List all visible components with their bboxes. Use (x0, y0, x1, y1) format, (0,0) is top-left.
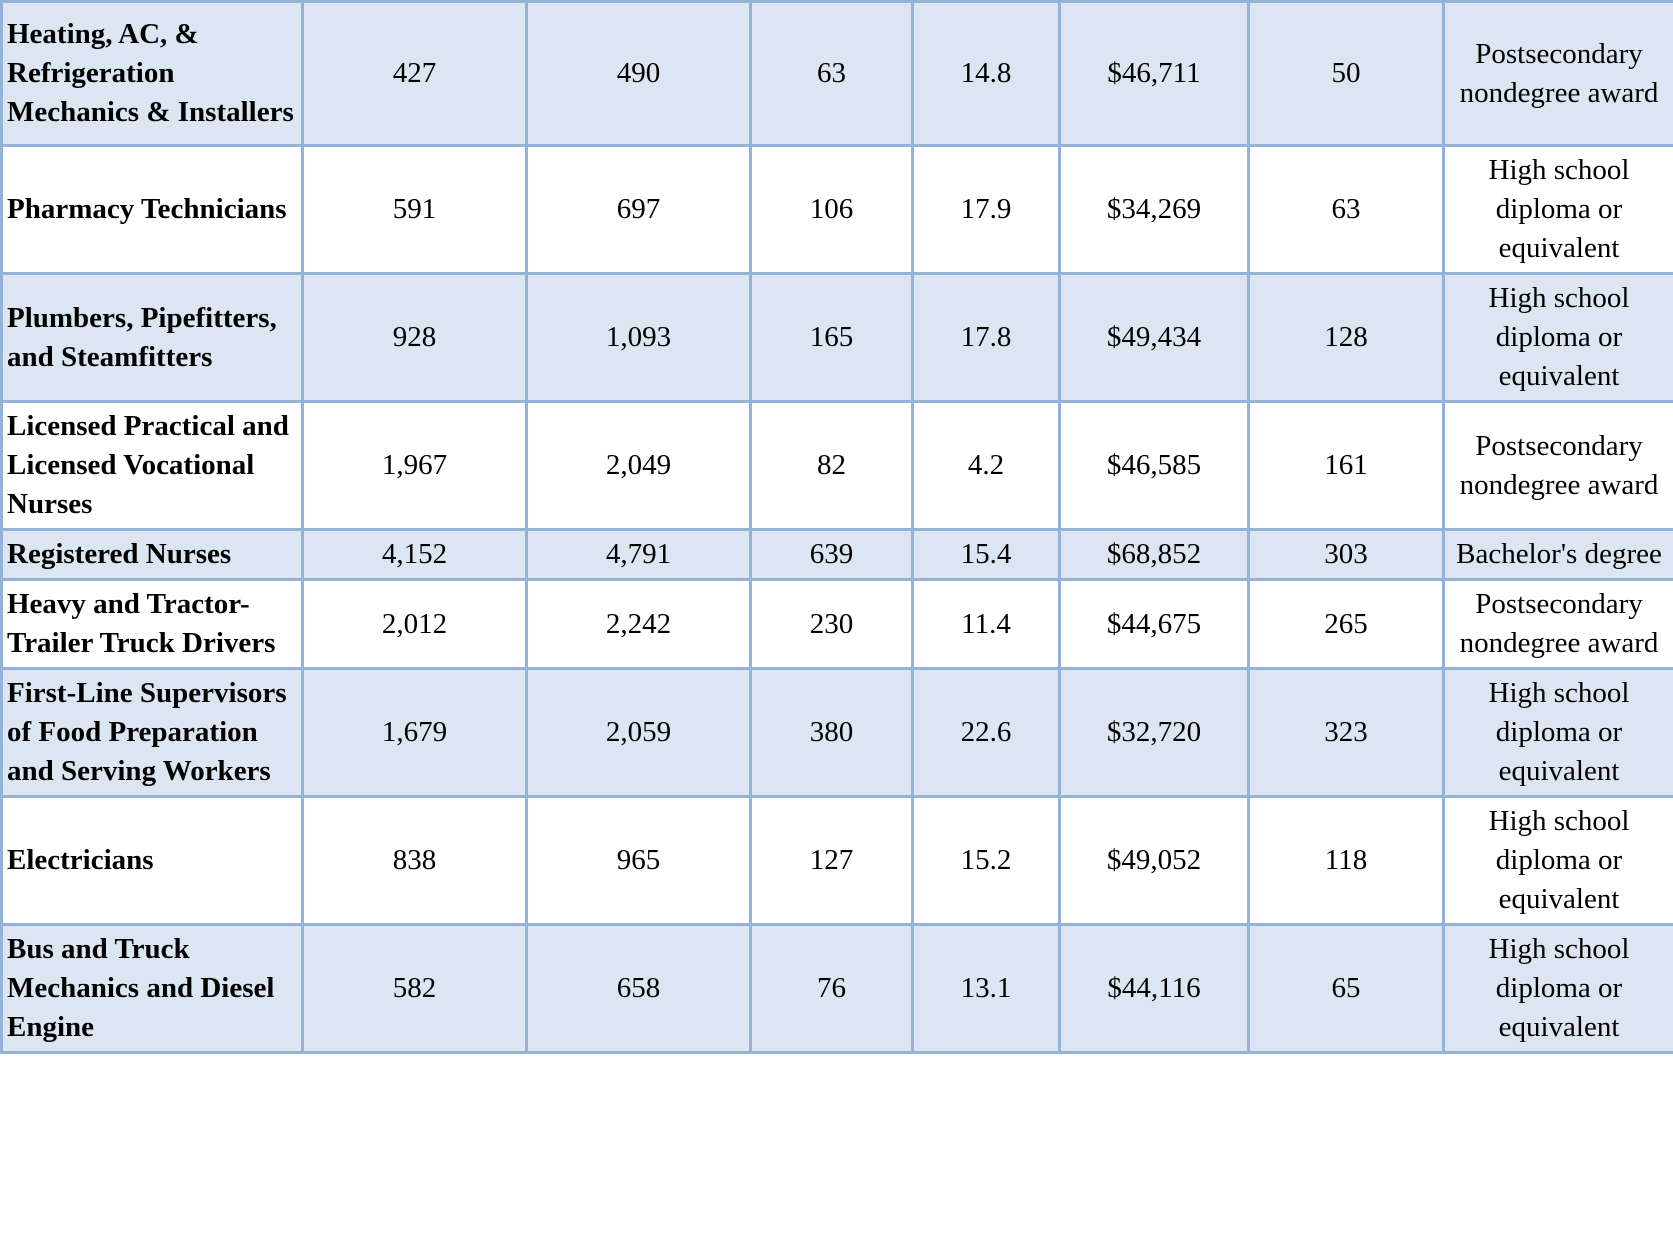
value-cell: 928 (301, 272, 528, 403)
value-cell: 22.6 (911, 667, 1061, 798)
value-cell: 127 (749, 795, 914, 926)
occupation-cell: Heating, AC, & Refrigeration Mechanics &… (0, 0, 304, 147)
occupation-cell: Bus and Truck Mechanics and Diesel Engin… (0, 923, 304, 1054)
value-cell: 380 (749, 667, 914, 798)
value-cell: $49,052 (1058, 795, 1250, 926)
value-cell: 658 (525, 923, 752, 1054)
occupations-table: Heating, AC, & Refrigeration Mechanics &… (0, 0, 1673, 1054)
value-cell: $34,269 (1058, 144, 1250, 275)
value-cell: 591 (301, 144, 528, 275)
value-cell: 965 (525, 795, 752, 926)
value-cell: 14.8 (911, 0, 1061, 147)
value-cell: 1,679 (301, 667, 528, 798)
value-cell: 490 (525, 0, 752, 147)
occupation-cell: Pharmacy Technicians (0, 144, 304, 275)
value-cell: 15.2 (911, 795, 1061, 926)
value-cell: 63 (1247, 144, 1445, 275)
value-cell: $49,434 (1058, 272, 1250, 403)
table-row: Electricians 838 965 127 15.2 $49,052 118 High … (0, 795, 1673, 926)
value-cell: $46,711 (1058, 0, 1250, 147)
education-cell: Postsecondary nondegree award (1442, 400, 1673, 531)
value-cell: 106 (749, 144, 914, 275)
value-cell: 13.1 (911, 923, 1061, 1054)
value-cell: 265 (1247, 578, 1445, 670)
occupation-cell: Plumbers, Pipefitters, and Steamfitters (0, 272, 304, 403)
occupation-cell: Licensed Practical and Licensed Vocation… (0, 400, 304, 531)
table-row: Plumbers, Pipefitters, and Steamfitters 9… (0, 272, 1673, 403)
value-cell: 50 (1247, 0, 1445, 147)
table-row: Licensed Practical and Licensed Vocation… (0, 400, 1673, 531)
occupation-cell: Heavy and Tractor-Trailer Truck Drivers (0, 578, 304, 670)
occupation-cell: Electricians (0, 795, 304, 926)
value-cell: 17.8 (911, 272, 1061, 403)
table-body: Heating, AC, & Refrigeration Mechanics &… (0, 0, 1673, 1054)
education-cell: High school diploma or equivalent (1442, 923, 1673, 1054)
value-cell: $44,116 (1058, 923, 1250, 1054)
education-cell: High school diploma or equivalent (1442, 272, 1673, 403)
education-cell: High school diploma or equivalent (1442, 795, 1673, 926)
value-cell: 128 (1247, 272, 1445, 403)
value-cell: 82 (749, 400, 914, 531)
value-cell: 65 (1247, 923, 1445, 1054)
value-cell: 11.4 (911, 578, 1061, 670)
value-cell: 697 (525, 144, 752, 275)
value-cell: $46,585 (1058, 400, 1250, 531)
value-cell: 303 (1247, 528, 1445, 581)
education-cell: High school diploma or equivalent (1442, 144, 1673, 275)
value-cell: 4.2 (911, 400, 1061, 531)
value-cell: 230 (749, 578, 914, 670)
value-cell: 2,012 (301, 578, 528, 670)
occupation-cell: First-Line Supervisors of Food Preparati… (0, 667, 304, 798)
education-cell: Bachelor's degree (1442, 528, 1673, 581)
value-cell: 15.4 (911, 528, 1061, 581)
education-cell: High school diploma or equivalent (1442, 667, 1673, 798)
value-cell: 1,967 (301, 400, 528, 531)
value-cell: 1,093 (525, 272, 752, 403)
education-cell: Postsecondary nondegree award (1442, 0, 1673, 147)
value-cell: 2,059 (525, 667, 752, 798)
value-cell: 165 (749, 272, 914, 403)
value-cell: 323 (1247, 667, 1445, 798)
table-row: First-Line Supervisors of Food Preparati… (0, 667, 1673, 798)
value-cell: $44,675 (1058, 578, 1250, 670)
table-row: Heating, AC, & Refrigeration Mechanics &… (0, 0, 1673, 147)
value-cell: 118 (1247, 795, 1445, 926)
value-cell: 582 (301, 923, 528, 1054)
value-cell: 838 (301, 795, 528, 926)
value-cell: 76 (749, 923, 914, 1054)
table-row: Pharmacy Technicians 591 697 106 17.9 $34,269… (0, 144, 1673, 275)
value-cell: 4,791 (525, 528, 752, 581)
table-row: Registered Nurses 4,152 4,791 639 15.4 $68,85… (0, 528, 1673, 581)
value-cell: 63 (749, 0, 914, 147)
value-cell: $68,852 (1058, 528, 1250, 581)
value-cell: 2,049 (525, 400, 752, 531)
value-cell: 161 (1247, 400, 1445, 531)
value-cell: $32,720 (1058, 667, 1250, 798)
value-cell: 2,242 (525, 578, 752, 670)
table-row: Heavy and Tractor-Trailer Truck Drivers 2… (0, 578, 1673, 670)
table-row: Bus and Truck Mechanics and Diesel Engin… (0, 923, 1673, 1054)
value-cell: 427 (301, 0, 528, 147)
value-cell: 4,152 (301, 528, 528, 581)
value-cell: 17.9 (911, 144, 1061, 275)
occupation-cell: Registered Nurses (0, 528, 304, 581)
value-cell: 639 (749, 528, 914, 581)
education-cell: Postsecondary nondegree award (1442, 578, 1673, 670)
